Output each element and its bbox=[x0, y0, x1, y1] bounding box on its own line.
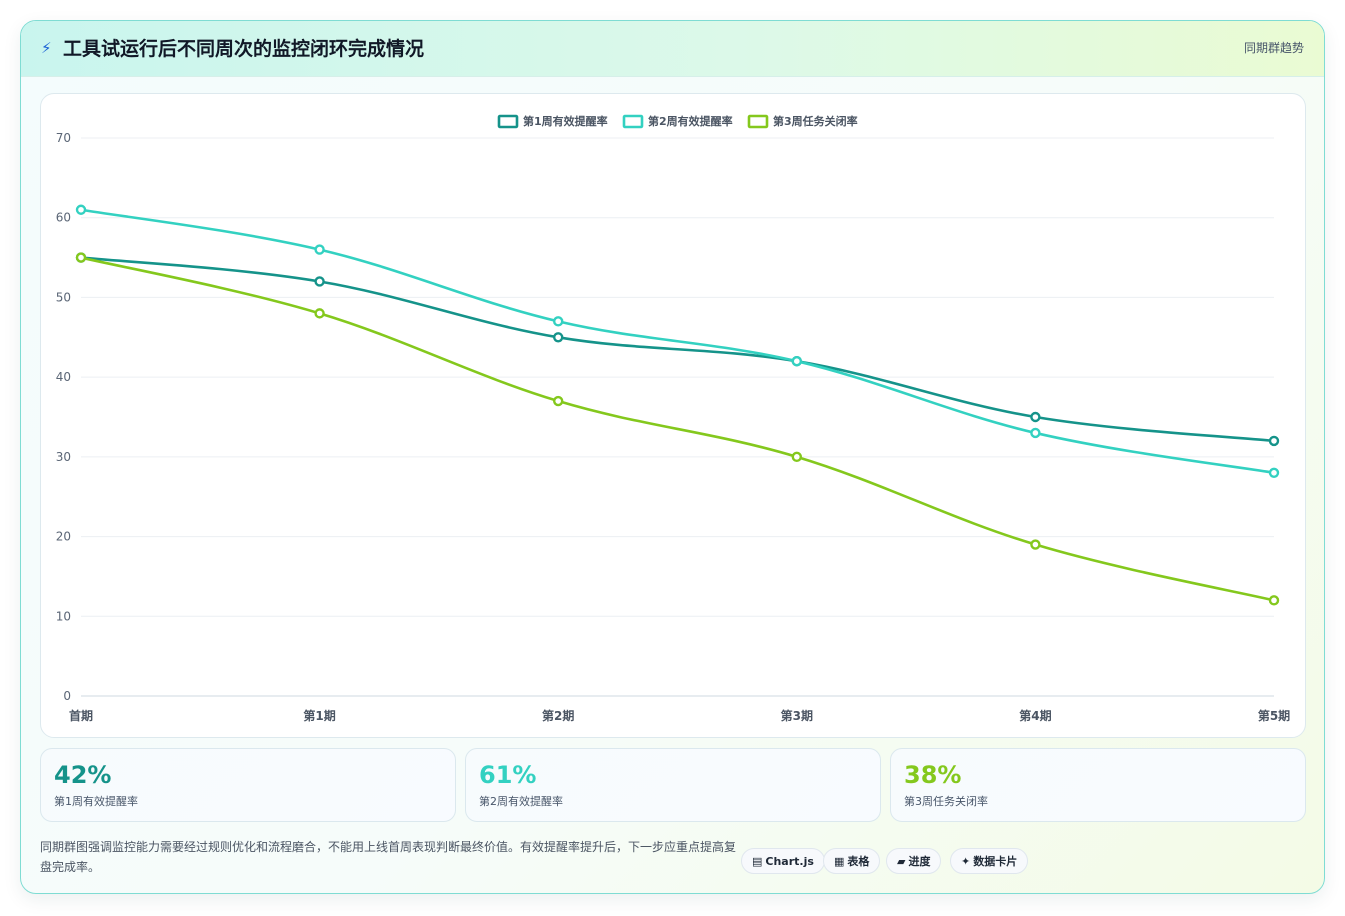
kpi-value: 38% bbox=[904, 761, 962, 789]
chip-label: 进度 bbox=[908, 855, 931, 868]
y-tick-label: 40 bbox=[56, 370, 71, 384]
x-tick-label: 首期 bbox=[69, 708, 93, 723]
data-point bbox=[314, 308, 325, 319]
sparkle-icon: ✦ bbox=[961, 855, 971, 868]
data-point bbox=[75, 252, 87, 263]
legend-swatch bbox=[747, 114, 769, 129]
main-card: ⚡ 工具试运行后不同周次的监控闭环完成情况 同期群趋势 0 10 20 30 40 50 6… bbox=[20, 20, 1325, 894]
data-point bbox=[553, 332, 564, 343]
kpi-value: 42% bbox=[54, 761, 112, 789]
legend-label: 第1周有效提醒率 bbox=[523, 114, 608, 128]
data-point bbox=[75, 204, 87, 215]
data-point bbox=[553, 395, 564, 407]
y-tick-label: 0 bbox=[63, 689, 71, 703]
x-tick-label: 第3期 bbox=[781, 708, 813, 723]
kpi-card-week1-alert: 42% 第1周有效提醒率 bbox=[40, 748, 456, 822]
data-point bbox=[1268, 467, 1280, 478]
y-tick-label: 30 bbox=[56, 450, 71, 464]
series-line-1 bbox=[80, 256, 1275, 443]
lightning-icon: ⚡ bbox=[41, 39, 52, 57]
chip-label: 数据卡片 bbox=[973, 855, 1018, 868]
y-tick-label: 50 bbox=[56, 290, 71, 304]
y-tick-label: 60 bbox=[56, 211, 71, 225]
page-title: 工具试运行后不同周次的监控闭环完成情况 bbox=[63, 38, 425, 60]
kpi-card-week2-alert: 61% 第2周有效提醒率 bbox=[465, 748, 881, 822]
chart-icon: ▤ bbox=[752, 855, 763, 868]
data-point bbox=[1268, 595, 1280, 606]
footer-note: 同期群图强调监控能力需要经过规则优化和流程磨合，不能用上线首周表现判断最终价值。… bbox=[40, 840, 737, 874]
chip-data-card[interactable]: ✦ 数据卡片 bbox=[950, 848, 1029, 874]
data-point bbox=[1030, 411, 1041, 423]
chip-chartjs[interactable]: ▤ Chart.js bbox=[741, 848, 825, 874]
legend-label: 第3周任务关闭率 bbox=[773, 114, 858, 128]
x-tick-label: 第5期 bbox=[1258, 708, 1290, 723]
data-point bbox=[1268, 435, 1280, 447]
y-tick-label: 10 bbox=[56, 609, 71, 623]
series-line-2 bbox=[80, 208, 1275, 475]
cohort-trend-tag: 同期群趋势 bbox=[1243, 41, 1304, 55]
data-point bbox=[791, 451, 802, 463]
kpi-value: 61% bbox=[479, 761, 537, 789]
y-tick-label: 20 bbox=[56, 530, 71, 544]
chip-progress[interactable]: ▰ 进度 bbox=[886, 848, 942, 874]
line-chart: 0 10 20 30 40 50 60 70 首期 第1期 第2期 第3期 第4期 第5期 第1周有效提醒率… bbox=[56, 114, 1290, 723]
y-tick-label: 70 bbox=[56, 131, 71, 145]
legend-label: 第2周有效提醒率 bbox=[648, 114, 733, 128]
legend-swatch bbox=[497, 114, 519, 129]
table-icon: ▦ bbox=[834, 855, 845, 868]
card-header: ⚡ 工具试运行后不同周次的监控闭环完成情况 同期群趋势 bbox=[21, 21, 1324, 77]
data-point bbox=[1030, 539, 1041, 550]
progress-icon: ▰ bbox=[897, 855, 906, 868]
kpi-label: 第3周任务关闭率 bbox=[904, 795, 988, 808]
kpi-label: 第2周有效提醒率 bbox=[479, 795, 563, 808]
series-line-3 bbox=[80, 256, 1275, 602]
x-tick-label: 第4期 bbox=[1019, 708, 1051, 723]
data-point bbox=[314, 276, 325, 287]
data-point bbox=[1030, 427, 1041, 439]
kpi-card-week3-close: 38% 第3周任务关闭率 bbox=[890, 748, 1306, 822]
chip-label: Chart.js bbox=[765, 855, 814, 868]
kpi-label: 第1周有效提醒率 bbox=[54, 795, 138, 808]
x-tick-label: 第2期 bbox=[542, 708, 574, 723]
chip-label: 表格 bbox=[847, 855, 870, 868]
line-chart-panel: 0 10 20 30 40 50 60 70 首期 第1期 第2期 第3期 第4期 第5期 第1周有效提醒率… bbox=[40, 93, 1306, 738]
data-point bbox=[314, 244, 325, 255]
data-point bbox=[791, 356, 802, 367]
data-point bbox=[553, 316, 564, 327]
x-tick-label: 第1期 bbox=[303, 708, 335, 723]
chip-table[interactable]: ▦ 表格 bbox=[823, 848, 881, 874]
legend-swatch bbox=[622, 114, 644, 129]
